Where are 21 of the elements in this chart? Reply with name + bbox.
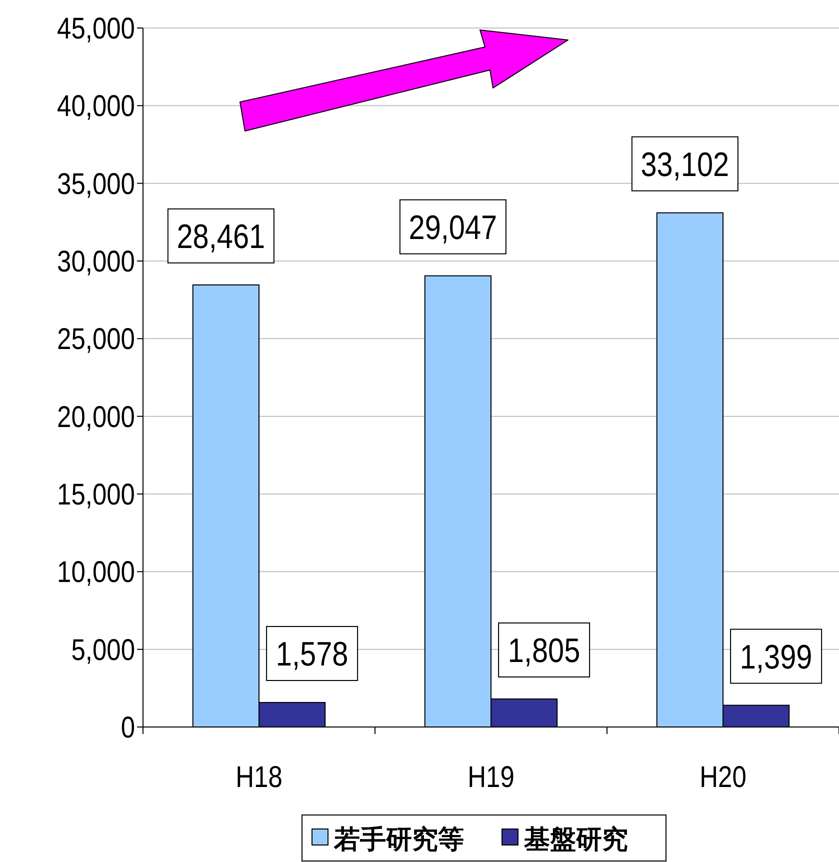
y-tick-label: 35,000 — [57, 166, 135, 200]
x-tick-label: H19 — [468, 760, 514, 794]
legend-label: 基盤研究 — [523, 824, 628, 854]
data-label: 1,805 — [508, 630, 580, 670]
y-tick-label: 20,000 — [57, 400, 135, 434]
y-tick-label: 0 — [120, 710, 135, 744]
data-label: 28,461 — [176, 216, 266, 256]
y-tick-label: 40,000 — [57, 89, 135, 123]
y-tick-label: 45,000 — [57, 12, 135, 45]
y-tick-label: 5,000 — [71, 632, 135, 666]
data-label: 1,399 — [740, 637, 812, 676]
y-tick-label: 10,000 — [57, 555, 135, 589]
data-label: 29,047 — [408, 208, 498, 247]
legend-label: 若手研究等 — [333, 824, 464, 854]
y-tick-label: 25,000 — [57, 322, 135, 356]
data-label: 1,578 — [276, 634, 348, 674]
data-label: 33,102 — [640, 144, 730, 184]
y-tick-label: 15,000 — [57, 478, 135, 511]
x-tick-label: H20 — [700, 760, 746, 794]
y-tick-label: 30,000 — [57, 244, 135, 278]
x-tick-label: H18 — [236, 760, 282, 794]
